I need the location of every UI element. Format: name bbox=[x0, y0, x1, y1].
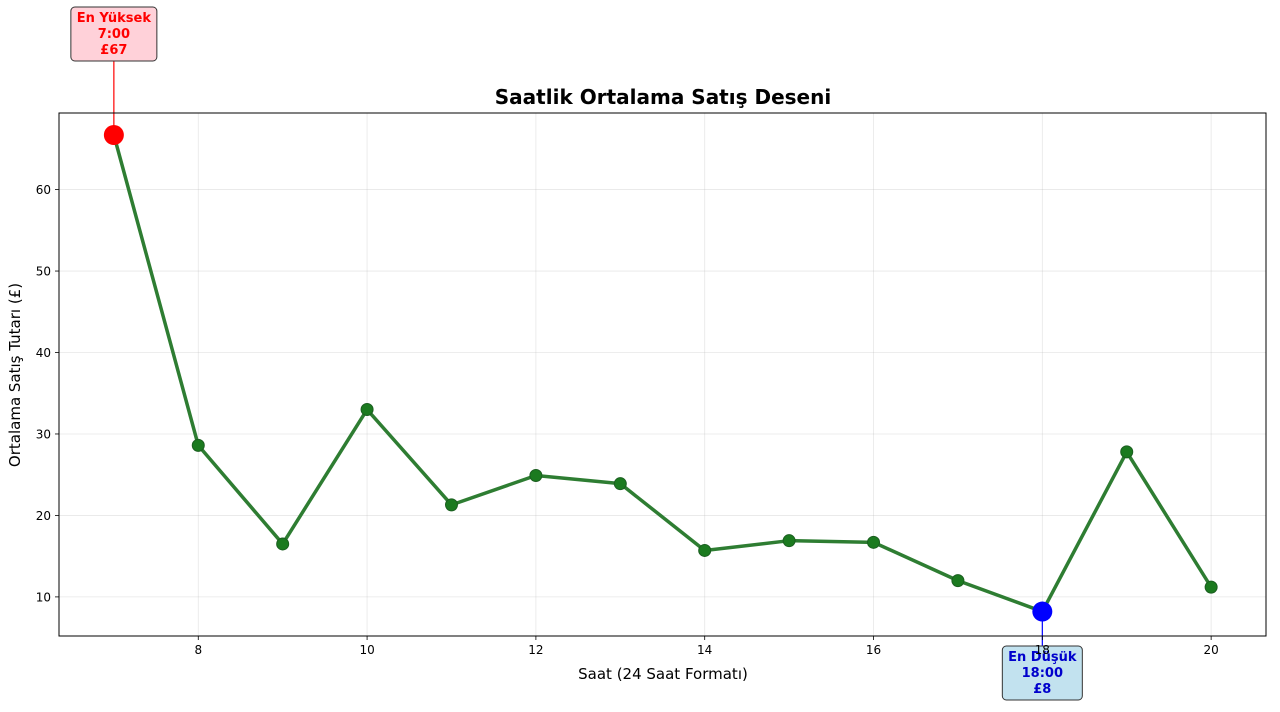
y-axis-label: Ortalama Satış Tutarı (£) bbox=[6, 283, 24, 467]
y-tick-label: 60 bbox=[36, 183, 51, 197]
data-point bbox=[951, 574, 965, 588]
axis-ticks: 8 10 12 14 16 18 20 10 20 30 40 50 60 bbox=[36, 183, 1219, 657]
plot-frame bbox=[58, 112, 1267, 637]
data-point bbox=[867, 535, 881, 549]
max-annotation-text: £67 bbox=[100, 43, 127, 58]
data-point bbox=[1204, 580, 1218, 594]
x-tick-label: 18 bbox=[1035, 643, 1050, 657]
min-annotation-text: En Düşük bbox=[1008, 650, 1077, 665]
x-tick-label: 16 bbox=[866, 643, 881, 657]
data-point bbox=[360, 403, 374, 417]
data-point bbox=[276, 537, 290, 551]
max-annotation-text: 7:00 bbox=[98, 27, 130, 42]
y-tick-label: 10 bbox=[36, 590, 51, 604]
max-annotation-text: En Yüksek bbox=[77, 11, 152, 26]
series-line bbox=[112, 133, 1213, 614]
y-tick-label: 40 bbox=[36, 346, 51, 360]
data-point bbox=[698, 543, 712, 557]
x-tick-label: 20 bbox=[1203, 643, 1218, 657]
y-tick-label: 50 bbox=[36, 265, 51, 279]
data-point bbox=[782, 534, 796, 548]
x-tick-label: 14 bbox=[697, 643, 712, 657]
min-annotation-text: £8 bbox=[1033, 682, 1051, 697]
x-tick-label: 10 bbox=[359, 643, 374, 657]
data-point bbox=[529, 469, 543, 483]
min-annotation-text: 18:00 bbox=[1022, 666, 1063, 681]
data-point bbox=[444, 498, 458, 512]
data-point bbox=[1120, 445, 1134, 459]
x-tick-label: 12 bbox=[528, 643, 543, 657]
max-annotation-box bbox=[70, 6, 158, 62]
min-point-marker bbox=[1032, 601, 1053, 622]
data-point bbox=[191, 438, 205, 452]
y-tick-label: 20 bbox=[36, 509, 51, 523]
chart-title: Saatlik Ortalama Satış Deseni bbox=[495, 85, 831, 109]
x-tick-label: 8 bbox=[194, 643, 202, 657]
data-point bbox=[613, 477, 627, 491]
max-point-marker bbox=[103, 124, 124, 145]
min-annotation-box bbox=[1001, 645, 1083, 701]
x-axis-label: Saat (24 Saat Formatı) bbox=[578, 665, 748, 683]
y-tick-label: 30 bbox=[36, 427, 51, 441]
